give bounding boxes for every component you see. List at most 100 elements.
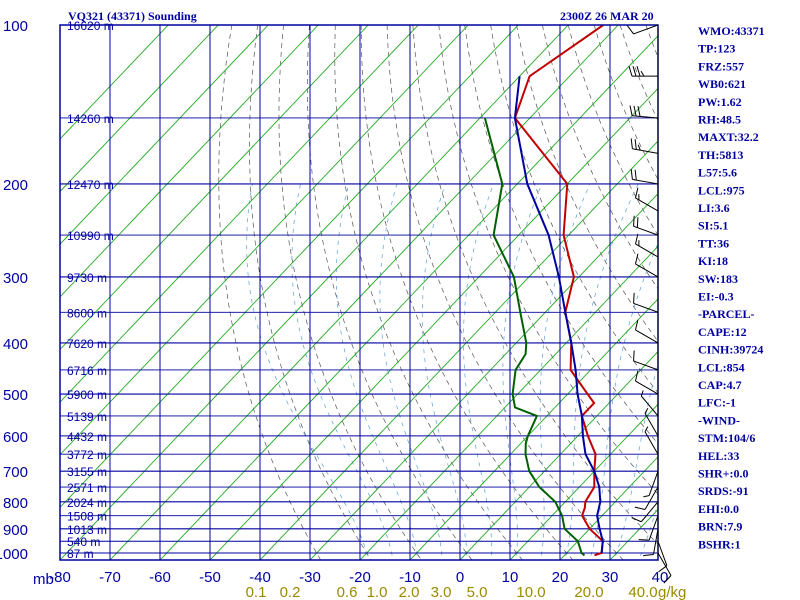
pressure-tick-label: 500	[3, 387, 28, 404]
wind-barb-feather	[634, 370, 639, 382]
height-label: 8600 m	[67, 306, 107, 320]
wind-barb	[657, 541, 668, 573]
wind-barb-shaft	[648, 515, 659, 541]
index-value: RH:48.5	[698, 113, 741, 127]
wind-barb	[643, 471, 659, 498]
moist-adiabat	[421, 183, 468, 560]
wind-barb-shaft	[648, 471, 659, 496]
wind-barb-feather	[633, 105, 637, 117]
pressure-tick-label: 700	[3, 464, 28, 481]
wind-barb-feather	[630, 138, 633, 149]
isotherm	[209, 87, 658, 560]
wind-barb-feather	[640, 70, 645, 77]
wind-barb	[634, 253, 659, 278]
pressure-tick-label: 900	[3, 522, 28, 539]
isotherm	[60, 25, 519, 509]
wind-barb	[633, 350, 659, 371]
moist-adiabat	[502, 183, 543, 560]
isotherm	[459, 350, 658, 560]
temperature-tick-label: 40	[652, 569, 669, 586]
wind-barb-feather	[634, 187, 639, 199]
wind-barb-feather	[634, 139, 637, 150]
wind-barb	[629, 105, 659, 119]
index-value: BRN:7.9	[698, 520, 742, 534]
wind-barb-shaft	[657, 541, 668, 566]
mixing-ratio-tick-label: 10.0	[516, 584, 545, 600]
chart-text: VQ321 (43371) Sounding 2300Z 26 MAR 20 m…	[33, 9, 686, 600]
pressure-unit-label: mb	[33, 571, 54, 588]
wind-barb	[643, 528, 659, 557]
wind-barb-shaft	[644, 431, 659, 455]
index-value: CAP:4.7	[698, 378, 742, 392]
height-label: 16620 m	[67, 19, 114, 33]
mixing-ratio-unit-label: g/kg	[658, 584, 686, 600]
wind-barb	[644, 426, 659, 455]
wind-barb-feather	[643, 553, 654, 557]
wind-barb-feather	[634, 169, 637, 181]
temperature-tick-label: -80	[49, 569, 71, 586]
index-value: LCL:975	[698, 183, 745, 197]
dry-adiabat	[278, 25, 422, 560]
wind-barb-shaft	[633, 225, 659, 236]
wind-barb	[634, 370, 659, 395]
wind-barb-feather	[630, 169, 633, 180]
wind-barb	[640, 390, 659, 417]
moist-adiabat	[564, 183, 639, 560]
wind-barb-feather	[643, 495, 650, 498]
moist-adiabat	[539, 183, 591, 560]
isotherm	[159, 35, 658, 560]
dry-adiabat	[307, 25, 473, 560]
height-label: 3155 m	[67, 465, 107, 479]
moist-adiabat	[379, 183, 443, 560]
mixing-ratio-tick-label: 0.2	[280, 584, 301, 600]
wind-barb	[633, 292, 659, 313]
index-value: -WIND-	[698, 413, 740, 427]
chart-title: VQ321 (43371) Sounding	[68, 9, 197, 23]
pressure-tick-label: 300	[3, 270, 28, 287]
dry-adiabat	[360, 25, 574, 560]
stability-indices-panel: WMO:43371 TP:123 FRZ:557 WB0:621 PW:1.62 RH:4…	[698, 24, 765, 551]
isotherm	[60, 25, 469, 456]
index-value: SI:5.1	[698, 219, 728, 233]
wind-barb	[631, 501, 659, 523]
wind-barb-shaft	[635, 197, 659, 212]
wind-barb-feather	[628, 66, 633, 77]
isotherm	[60, 25, 369, 351]
isotherm	[60, 25, 269, 245]
chart-grid	[60, 25, 800, 564]
temperature-tick-label: -10	[399, 569, 421, 586]
moist-adiabat	[246, 183, 369, 560]
dry-adiabat	[775, 25, 800, 564]
height-label: 5139 m	[67, 410, 107, 424]
pressure-tick-label: 600	[3, 429, 28, 446]
mixing-ratio-tick-label: 1.0	[367, 584, 388, 600]
isotherm	[559, 456, 658, 560]
wind-barb-shaft	[632, 115, 659, 119]
index-value: STM:104/6	[698, 431, 755, 445]
wind-barb-shaft	[632, 148, 659, 154]
wind-barb	[633, 215, 659, 236]
height-label: 2024 m	[67, 496, 107, 510]
wind-barb	[638, 515, 659, 541]
wind-barb-feather	[638, 539, 650, 541]
height-label: 1013 m	[67, 523, 107, 537]
index-value: SHR+:0.0	[698, 467, 749, 481]
index-value: WMO:43371	[698, 24, 765, 38]
height-label: 4432 m	[67, 430, 107, 444]
isotherm	[259, 140, 658, 560]
index-value: LI:3.6	[698, 201, 730, 215]
index-value: WB0:621	[698, 77, 746, 91]
index-value: KI:18	[698, 254, 728, 268]
moist-adiabat	[291, 183, 394, 560]
temperature-tick-label: 20	[552, 569, 569, 586]
wind-barb	[628, 66, 658, 77]
wind-barb	[630, 138, 659, 154]
isotherm	[509, 403, 658, 560]
index-value: FRZ:557	[698, 59, 744, 73]
wind-barb-feather	[640, 390, 644, 397]
wind-barb-feather	[634, 319, 639, 331]
dry-adiabat	[334, 25, 523, 560]
wind-barb-shaft	[644, 486, 659, 510]
temperature-tick-label: -50	[199, 569, 221, 586]
dry-adiabat	[412, 25, 658, 545]
